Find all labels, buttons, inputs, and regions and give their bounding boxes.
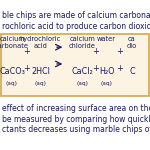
Text: (aq): (aq) (100, 81, 112, 86)
Text: C: C (129, 67, 135, 76)
Text: ctants decreases using marble chips of different siz: ctants decreases using marble chips of d… (2, 125, 150, 134)
Text: (aq): (aq) (34, 81, 46, 86)
Text: ca
dio: ca dio (127, 36, 137, 49)
Text: effect of increasing surface area on the rate of rea: effect of increasing surface area on the… (2, 104, 150, 113)
Text: (aq): (aq) (76, 81, 88, 86)
Text: water: water (97, 36, 116, 42)
Text: CaCO₃: CaCO₃ (0, 67, 25, 76)
Text: calcium
carbonate: calcium carbonate (0, 36, 29, 49)
Text: +: + (92, 64, 99, 73)
Text: CaCl₂: CaCl₂ (72, 67, 93, 76)
Text: +: + (23, 47, 30, 56)
Text: hydrochloric
acid: hydrochloric acid (20, 36, 61, 49)
Text: rochloric acid to produce carbon dioxide.: rochloric acid to produce carbon dioxide… (2, 22, 150, 31)
Text: H₂O: H₂O (99, 67, 114, 76)
Text: (aq): (aq) (6, 81, 18, 86)
FancyBboxPatch shape (1, 34, 149, 96)
Text: ble chips are made of calcium carbonate.  They rea: ble chips are made of calcium carbonate.… (2, 11, 150, 20)
Text: +: + (92, 47, 99, 56)
Text: +: + (117, 64, 123, 73)
Text: calcium
chloride: calcium chloride (69, 36, 96, 49)
Text: +: + (23, 64, 30, 73)
Text: 2HCl: 2HCl (31, 67, 50, 76)
Text: +: + (117, 47, 123, 56)
Text: be measured by comparing how quickly the mass: be measured by comparing how quickly the… (2, 115, 150, 124)
